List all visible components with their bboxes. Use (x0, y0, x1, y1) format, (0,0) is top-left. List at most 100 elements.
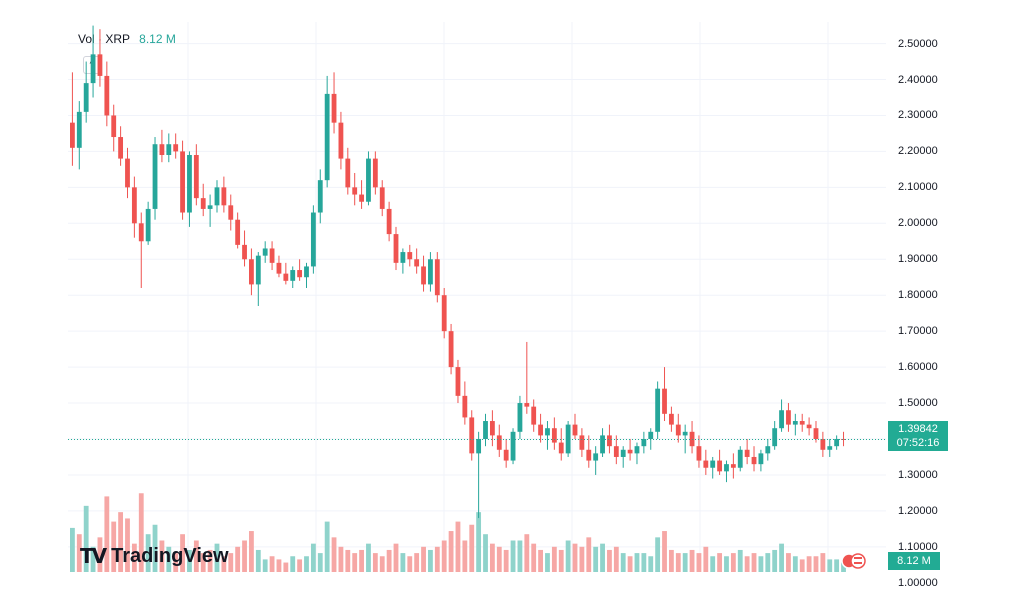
volume-bar (579, 546, 585, 572)
candle-body (586, 449, 592, 461)
volume-bar (125, 518, 130, 572)
candle-body (76, 111, 82, 148)
logo-text: TradingView (111, 544, 229, 567)
candle-body (379, 187, 385, 209)
volume-bar (235, 546, 241, 572)
candlestick-chart[interactable] (68, 22, 886, 572)
volume-bar (366, 543, 371, 572)
volume-bar (675, 553, 681, 572)
candle-body (104, 75, 110, 116)
volume-bar (565, 540, 571, 572)
volume-bar (166, 546, 172, 572)
volume-bar (111, 521, 117, 572)
volume-bar (724, 556, 729, 572)
volume-bar (524, 534, 530, 572)
volume-bar (407, 556, 413, 572)
price-tick-label: 1.90000 (898, 253, 938, 266)
volume-bar (421, 546, 426, 572)
candle-body (131, 187, 137, 224)
volume-bar (662, 531, 667, 572)
volume-bar (76, 534, 82, 572)
volume-bar (393, 543, 399, 572)
candle-body (786, 410, 791, 425)
candle-body (448, 331, 454, 368)
candle-body (517, 403, 523, 432)
volume-bar (627, 556, 633, 572)
price-tick-label: 1.60000 (898, 361, 938, 374)
volume-bar (696, 553, 702, 572)
candle-body (531, 406, 537, 425)
candle-body (125, 158, 130, 188)
volume-bar (792, 556, 798, 572)
candle-body (469, 417, 475, 454)
volume-bar (772, 549, 778, 572)
price-tick-label: 1.70000 (898, 325, 938, 338)
candle-body (200, 198, 206, 209)
volume-bar (538, 549, 543, 572)
candle-body (434, 259, 440, 296)
candle-body (90, 54, 96, 84)
volume-bar (283, 562, 289, 572)
candle-body (634, 446, 640, 454)
candle-body (421, 266, 426, 285)
candle-body (138, 223, 144, 242)
candle-body (290, 270, 296, 281)
volume-bar (600, 543, 605, 572)
candle-body (249, 259, 254, 285)
candle-body (235, 219, 241, 245)
candle-body (641, 438, 647, 447)
candle-body (682, 431, 688, 436)
volume-bar (489, 543, 495, 572)
price-tick-label: 2.40000 (898, 73, 938, 86)
volume-bar (138, 493, 144, 572)
volume-bar (187, 549, 192, 572)
volume-bar (510, 540, 516, 572)
price-tick-label: 1.20000 (898, 504, 938, 517)
candle-body (187, 155, 192, 213)
volume-bar (324, 521, 330, 572)
price-tick-label: 1.80000 (898, 289, 938, 302)
volume-bar (338, 546, 344, 572)
candle-body (407, 252, 413, 260)
price-tick-label: 2.50000 (898, 37, 938, 50)
volume-bar (634, 553, 640, 572)
volume-bar (551, 546, 557, 572)
volume-bar (269, 556, 275, 572)
volume-bar (765, 553, 771, 572)
volume-bar (118, 512, 124, 572)
price-tick-label: 2.10000 (898, 181, 938, 194)
candle-body (489, 421, 495, 436)
tradingview-logo[interactable]: TV TradingView (80, 542, 229, 570)
candle-body (613, 446, 619, 457)
candle-body (255, 255, 261, 285)
candle-body (372, 158, 378, 188)
volume-bar (558, 549, 564, 572)
candle-body (414, 259, 420, 267)
candle-body (207, 205, 213, 209)
volume-bar (434, 546, 440, 572)
candle-body (510, 431, 516, 461)
candle-body (607, 435, 612, 447)
volume-bar (517, 540, 523, 572)
candle-body (503, 449, 509, 461)
candle-body (551, 428, 557, 443)
volume-bar (613, 546, 619, 572)
flag-icon[interactable] (838, 552, 868, 570)
candle-body (717, 460, 723, 472)
price-tick-label: 1.00000 (898, 576, 938, 589)
volume-bar (304, 556, 309, 572)
candle-body (145, 208, 151, 242)
volume-bar (345, 549, 351, 572)
candle-body (193, 155, 199, 199)
candle-body (428, 259, 433, 285)
candle-body (324, 93, 330, 181)
volume-bar (97, 537, 103, 572)
price-axis[interactable]: 2.50000 2.40000 2.30000 2.20000 2.10000 2.000… (886, 22, 954, 589)
candle-body (710, 460, 716, 468)
price-tick-label: 2.20000 (898, 145, 938, 158)
volume-bar (827, 559, 833, 572)
price-tick-label: 2.30000 (898, 109, 938, 122)
volume-bar (496, 546, 502, 572)
volume-bar (607, 549, 612, 572)
candle-body (455, 367, 461, 396)
